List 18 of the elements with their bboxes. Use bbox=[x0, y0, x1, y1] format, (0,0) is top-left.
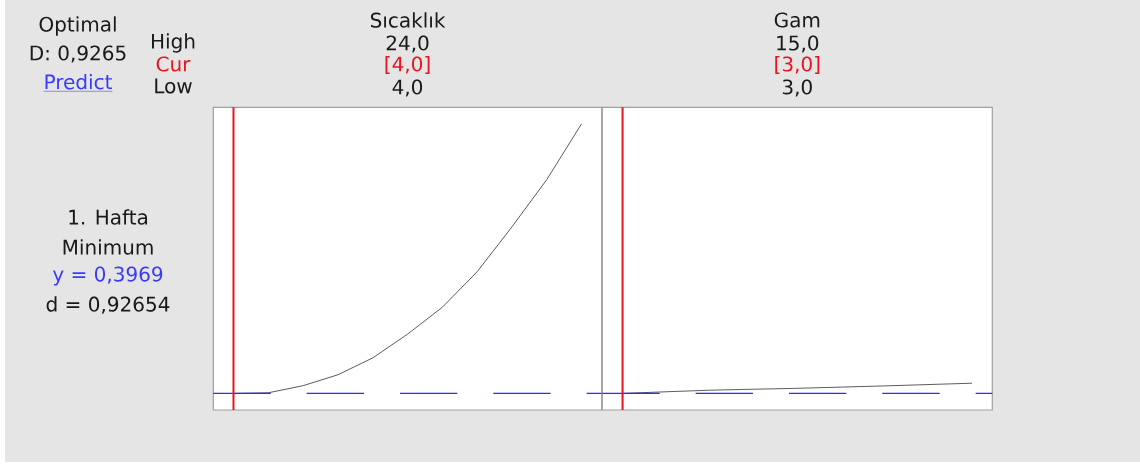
chart-title: Gam bbox=[774, 12, 820, 28]
text: Low bbox=[155, 78, 192, 94]
text: 24,0 bbox=[386, 35, 429, 53]
text: High bbox=[151, 33, 195, 53]
text: d = 0,92654 bbox=[46, 296, 170, 314]
text: [3,0] bbox=[775, 56, 820, 74]
chart-title: Sıcaklık bbox=[370, 12, 446, 28]
text: Optimal bbox=[39, 16, 116, 36]
text: 1. Hafta bbox=[69, 209, 148, 225]
text: Predict bbox=[45, 73, 112, 90]
text: Cur bbox=[156, 56, 191, 72]
text: 3,0 bbox=[782, 79, 812, 97]
text: Minimum bbox=[63, 239, 153, 255]
text: 4,0 bbox=[392, 79, 423, 97]
text: y = 0,3969 bbox=[52, 266, 163, 286]
text: D: 0,9265 bbox=[30, 45, 126, 63]
text: 15,0 bbox=[777, 35, 819, 53]
text: [4,0] bbox=[385, 56, 430, 74]
